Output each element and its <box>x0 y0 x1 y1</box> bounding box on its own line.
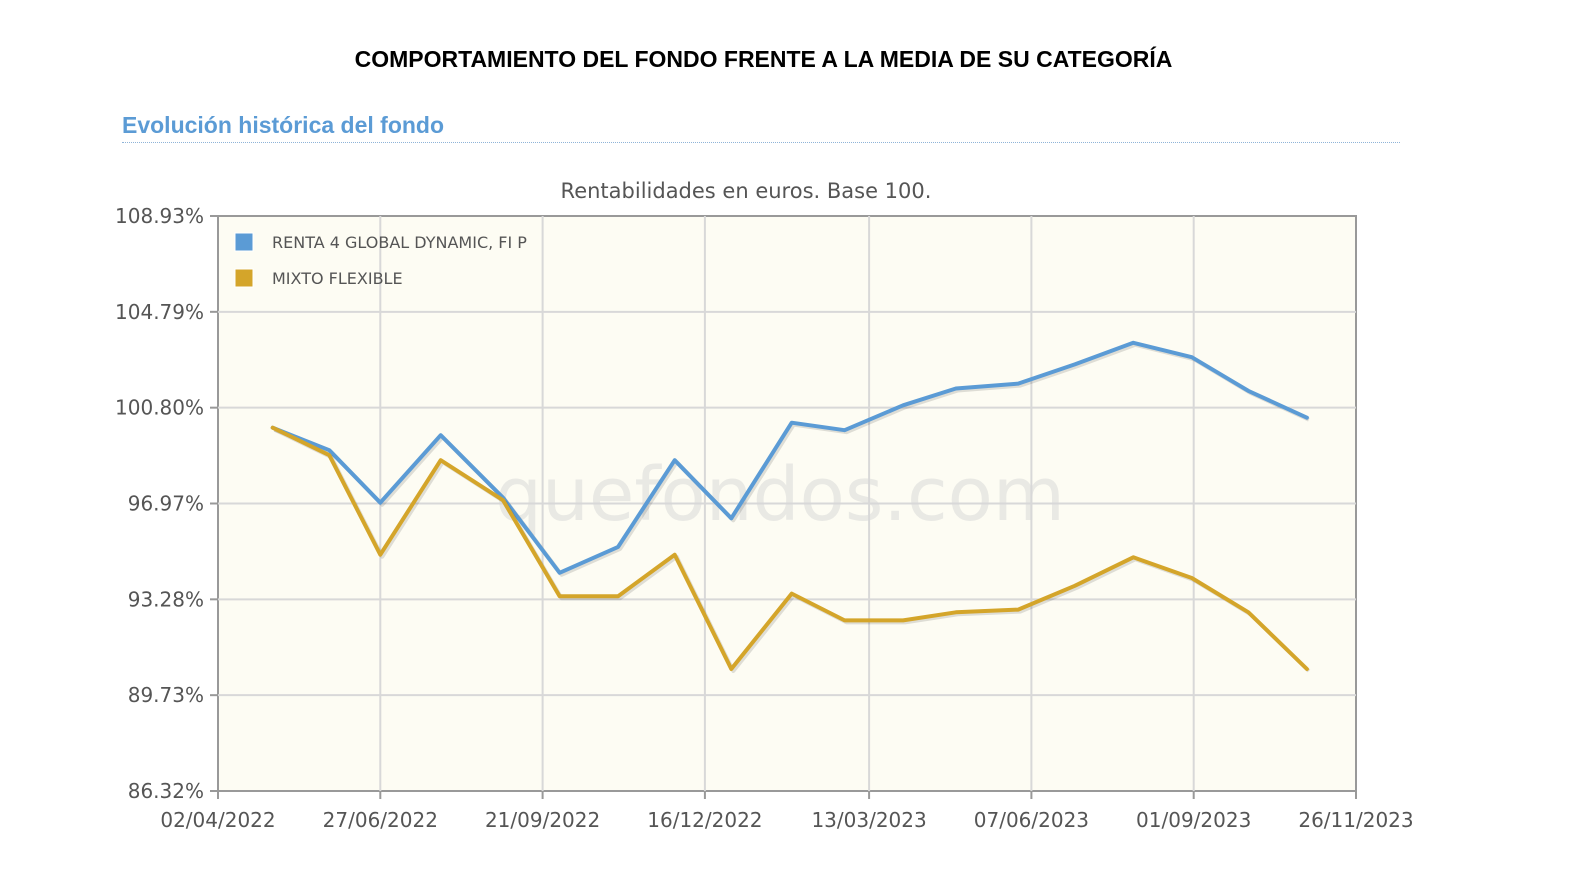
legend-swatch <box>234 232 254 252</box>
y-tick-label: 96.97% <box>128 492 204 516</box>
page-title: COMPORTAMIENTO DEL FONDO FRENTE A LA MED… <box>354 46 1173 72</box>
series-lines <box>270 340 1311 673</box>
legend-label: RENTA 4 GLOBAL DYNAMIC, FI P <box>272 233 527 252</box>
y-tick-label: 86.32% <box>128 779 204 803</box>
y-tick-label: 108.93% <box>115 204 204 228</box>
x-tick-label: 07/06/2023 <box>974 808 1089 832</box>
series-line-category <box>270 425 1309 671</box>
x-tick-label: 01/09/2023 <box>1136 808 1251 832</box>
y-tick-label: 93.28% <box>128 587 204 611</box>
section-heading: Evolución histórica del fondo <box>122 112 1400 143</box>
x-tick-label: 13/03/2023 <box>811 808 926 832</box>
x-tick-label: 16/12/2022 <box>647 808 762 832</box>
y-tick-label: 100.80% <box>115 396 204 420</box>
x-tick-label: 27/06/2022 <box>323 808 438 832</box>
x-tick-label: 21/09/2022 <box>485 808 600 832</box>
chart-subtitle: Rentabilidades en euros. Base 100. <box>561 179 932 203</box>
watermark-text: quefondos.com <box>495 452 1065 538</box>
y-tick-label: 89.73% <box>128 683 204 707</box>
legend-swatch <box>234 268 254 288</box>
legend: RENTA 4 GLOBAL DYNAMIC, FI P MIXTO FLEXIB… <box>234 232 527 288</box>
grid-lines <box>218 216 1356 791</box>
series-line-fund <box>270 340 1309 575</box>
x-tick-label: 02/04/2022 <box>160 808 275 832</box>
legend-label: MIXTO FLEXIBLE <box>272 269 403 288</box>
y-tick-label: 104.79% <box>115 300 204 324</box>
x-tick-label: 26/11/2023 <box>1298 808 1413 832</box>
axis-labels: 86.32% 89.73% 93.28% 96.97% 100.80% 104.79% 10… <box>115 204 1414 832</box>
